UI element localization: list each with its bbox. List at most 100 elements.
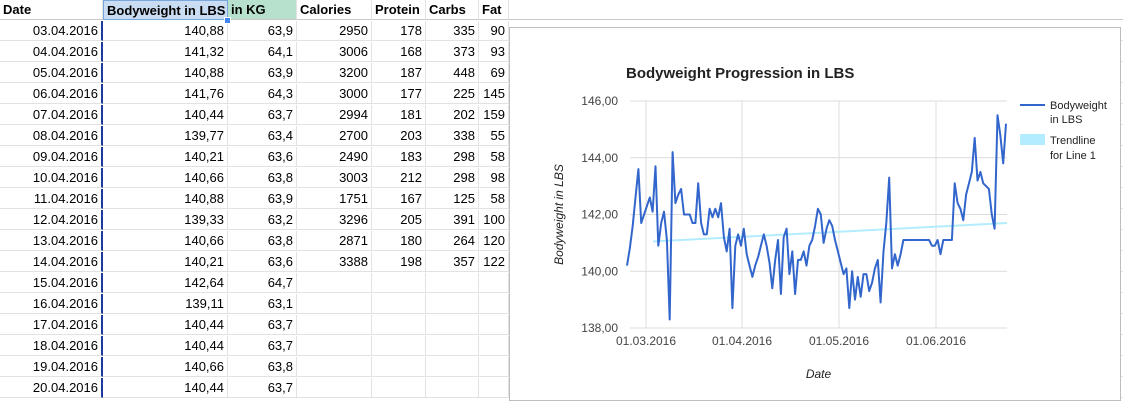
table-cell[interactable]: 140,44 <box>103 315 228 335</box>
table-cell[interactable]: 202 <box>426 105 479 125</box>
table-cell[interactable]: 139,77 <box>103 126 228 146</box>
header-calories[interactable]: Calories <box>297 0 372 20</box>
table-cell[interactable]: 125 <box>426 189 479 209</box>
table-cell[interactable]: 58 <box>479 189 509 209</box>
table-cell[interactable]: 264 <box>426 231 479 251</box>
table-cell[interactable]: 177 <box>372 84 426 104</box>
table-cell[interactable]: 63,8 <box>228 231 297 251</box>
table-cell[interactable]: 63,7 <box>228 105 297 125</box>
table-cell[interactable]: 178 <box>372 21 426 41</box>
table-cell[interactable] <box>372 294 426 314</box>
selection-handle[interactable] <box>224 17 231 24</box>
table-cell[interactable]: 140,66 <box>103 357 228 377</box>
table-cell[interactable]: 63,7 <box>228 336 297 356</box>
table-cell[interactable]: 07.04.2016 <box>0 105 103 125</box>
table-cell[interactable]: 140,21 <box>103 252 228 272</box>
table-cell[interactable]: 140,88 <box>103 21 228 41</box>
header-protein[interactable]: Protein <box>372 0 426 20</box>
table-cell[interactable]: 140,88 <box>103 63 228 83</box>
table-cell[interactable]: 2490 <box>297 147 372 167</box>
table-cell[interactable] <box>426 315 479 335</box>
table-cell[interactable]: 63,6 <box>228 147 297 167</box>
table-cell[interactable]: 55 <box>479 126 509 146</box>
table-cell[interactable]: 122 <box>479 252 509 272</box>
table-cell[interactable]: 298 <box>426 168 479 188</box>
table-cell[interactable] <box>372 357 426 377</box>
table-cell[interactable]: 04.04.2016 <box>0 42 103 62</box>
table-cell[interactable]: 180 <box>372 231 426 251</box>
table-cell[interactable]: 09.04.2016 <box>0 147 103 167</box>
table-cell[interactable]: 08.04.2016 <box>0 126 103 146</box>
table-cell[interactable] <box>372 273 426 293</box>
table-cell[interactable] <box>297 315 372 335</box>
table-cell[interactable] <box>372 336 426 356</box>
table-cell[interactable] <box>426 378 479 398</box>
table-cell[interactable]: 63,6 <box>228 252 297 272</box>
table-cell[interactable]: 63,9 <box>228 63 297 83</box>
table-cell[interactable]: 15.04.2016 <box>0 273 103 293</box>
table-cell[interactable]: 16.04.2016 <box>0 294 103 314</box>
table-cell[interactable]: 181 <box>372 105 426 125</box>
empty-cell[interactable] <box>509 0 1123 20</box>
table-cell[interactable]: 142,64 <box>103 273 228 293</box>
header-weight-kg[interactable]: in KG <box>228 0 297 20</box>
bodyweight-chart[interactable]: Bodyweight Progression in LBS 138,00 140,0… <box>509 27 1121 401</box>
table-cell[interactable] <box>372 378 426 398</box>
table-cell[interactable] <box>297 378 372 398</box>
table-cell[interactable]: 225 <box>426 84 479 104</box>
table-cell[interactable]: 140,44 <box>103 105 228 125</box>
header-date[interactable]: Date <box>0 0 103 20</box>
table-cell[interactable] <box>426 294 479 314</box>
table-cell[interactable]: 64,1 <box>228 42 297 62</box>
table-cell[interactable] <box>297 336 372 356</box>
table-cell[interactable]: 90 <box>479 21 509 41</box>
table-cell[interactable]: 140,88 <box>103 189 228 209</box>
table-cell[interactable]: 140,44 <box>103 378 228 398</box>
table-cell[interactable] <box>426 357 479 377</box>
table-cell[interactable] <box>426 273 479 293</box>
table-cell[interactable]: 2950 <box>297 21 372 41</box>
table-cell[interactable]: 140,44 <box>103 336 228 356</box>
table-cell[interactable]: 298 <box>426 147 479 167</box>
table-cell[interactable] <box>479 336 509 356</box>
table-cell[interactable] <box>479 378 509 398</box>
table-cell[interactable] <box>297 273 372 293</box>
table-cell[interactable]: 335 <box>426 21 479 41</box>
table-cell[interactable]: 140,66 <box>103 168 228 188</box>
table-cell[interactable]: 06.04.2016 <box>0 84 103 104</box>
table-cell[interactable]: 203 <box>372 126 426 146</box>
table-cell[interactable]: 141,32 <box>103 42 228 62</box>
table-cell[interactable]: 63,2 <box>228 210 297 230</box>
table-cell[interactable]: 64,3 <box>228 84 297 104</box>
table-cell[interactable]: 63,7 <box>228 315 297 335</box>
table-cell[interactable]: 448 <box>426 63 479 83</box>
table-cell[interactable]: 93 <box>479 42 509 62</box>
table-cell[interactable]: 13.04.2016 <box>0 231 103 251</box>
table-cell[interactable]: 198 <box>372 252 426 272</box>
table-cell[interactable]: 64,7 <box>228 273 297 293</box>
table-cell[interactable]: 3003 <box>297 168 372 188</box>
table-cell[interactable]: 63,8 <box>228 357 297 377</box>
table-cell[interactable] <box>297 357 372 377</box>
table-cell[interactable] <box>426 336 479 356</box>
table-cell[interactable]: 357 <box>426 252 479 272</box>
table-cell[interactable]: 139,33 <box>103 210 228 230</box>
table-cell[interactable]: 145 <box>479 84 509 104</box>
table-cell[interactable]: 98 <box>479 168 509 188</box>
table-cell[interactable]: 3200 <box>297 63 372 83</box>
table-cell[interactable]: 140,21 <box>103 147 228 167</box>
table-cell[interactable] <box>479 273 509 293</box>
table-cell[interactable]: 63,1 <box>228 294 297 314</box>
table-cell[interactable]: 212 <box>372 168 426 188</box>
header-carbs[interactable]: Carbs <box>426 0 479 20</box>
table-cell[interactable]: 120 <box>479 231 509 251</box>
table-cell[interactable]: 12.04.2016 <box>0 210 103 230</box>
table-cell[interactable]: 2700 <box>297 126 372 146</box>
table-cell[interactable]: 205 <box>372 210 426 230</box>
table-cell[interactable]: 3296 <box>297 210 372 230</box>
table-cell[interactable]: 168 <box>372 42 426 62</box>
table-cell[interactable]: 69 <box>479 63 509 83</box>
table-cell[interactable]: 10.04.2016 <box>0 168 103 188</box>
table-cell[interactable]: 14.04.2016 <box>0 252 103 272</box>
table-cell[interactable]: 139,11 <box>103 294 228 314</box>
